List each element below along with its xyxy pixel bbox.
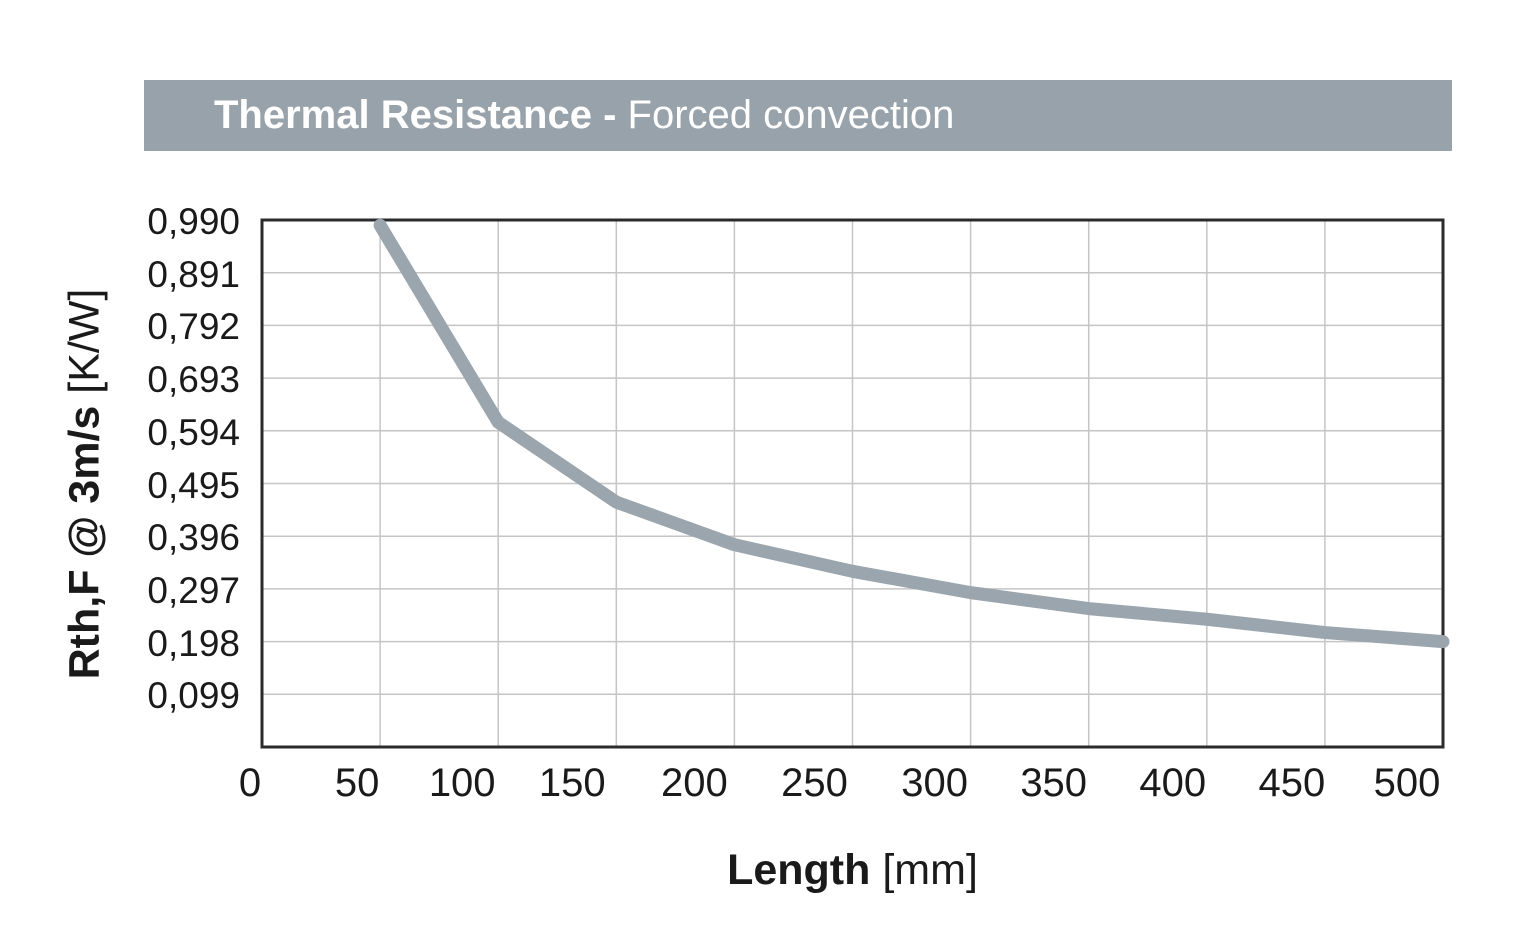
chart-title-bar: Thermal Resistance - Forced convection <box>144 80 1452 151</box>
y-title-space <box>61 394 109 406</box>
y-tick-label: 0,297 <box>147 569 240 611</box>
y-axis-title: Rth,F @ 3m/s [K/W] <box>61 289 110 680</box>
x-axis-title: Length [mm] <box>262 846 1443 895</box>
x-tick-label: 0 <box>238 761 262 805</box>
x-tick-label: 400 <box>1139 761 1207 805</box>
x-tick-label: 300 <box>901 761 968 805</box>
x-tick-label: 150 <box>538 761 606 805</box>
y-tick-label: 0,891 <box>147 253 240 295</box>
y-axis-title-main: Rth,F @ 3m/s <box>60 405 109 680</box>
y-tick-label: 0,792 <box>147 306 240 348</box>
chart-title-main: Thermal Resistance - <box>214 93 617 137</box>
x-tick-label: 350 <box>1020 761 1088 805</box>
y-tick-label: 0,990 <box>147 201 240 242</box>
x-tick-label: 450 <box>1258 761 1326 805</box>
chart-title-sub: Forced convection <box>627 93 955 137</box>
y-tick-label: 0,396 <box>147 517 240 559</box>
y-tick-label: 0,099 <box>147 675 240 717</box>
x-tick-label: 100 <box>428 761 496 805</box>
x-tick-label: 500 <box>1373 761 1441 805</box>
x-tick-label: 250 <box>781 761 848 805</box>
y-tick-label: 0,198 <box>147 622 240 664</box>
y-tick-label: 0,495 <box>147 464 240 506</box>
x-tick-label: 200 <box>661 761 728 805</box>
plot-border <box>260 218 1445 749</box>
x-tick-label: 50 <box>334 761 380 805</box>
x-axis-title-unit: [mm] <box>882 846 978 894</box>
x-title-space <box>870 846 882 894</box>
y-axis-title-unit: [K/W] <box>60 288 109 394</box>
y-tick-label: 0,693 <box>147 359 240 401</box>
x-axis-title-main: Length <box>727 846 871 894</box>
y-tick-label: 0,594 <box>147 411 240 453</box>
series-line <box>373 218 1450 649</box>
